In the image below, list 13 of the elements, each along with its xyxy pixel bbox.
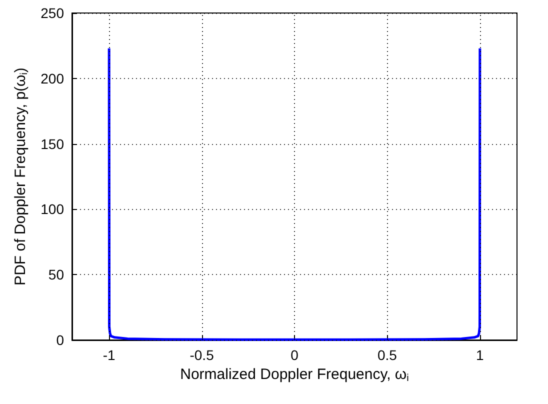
y-tick-label: 250 — [40, 5, 64, 21]
x-tick-label: -1 — [102, 347, 116, 363]
x-tick-label: 0.5 — [377, 347, 398, 363]
y-tick-label: 0 — [56, 332, 64, 348]
y-tick-label: 150 — [40, 136, 64, 152]
y-axis-title: PDF of Doppler Frequency, p(ωi) — [12, 68, 30, 286]
y-tick-label: 100 — [40, 201, 64, 218]
y-tick-label: 50 — [48, 266, 64, 283]
x-tick-label: 1 — [476, 347, 484, 363]
x-tick-label: -0.5 — [190, 347, 214, 363]
y-tick-label: 200 — [40, 70, 64, 86]
line-series — [108, 47, 482, 341]
x-tick-label: 0 — [290, 347, 299, 363]
